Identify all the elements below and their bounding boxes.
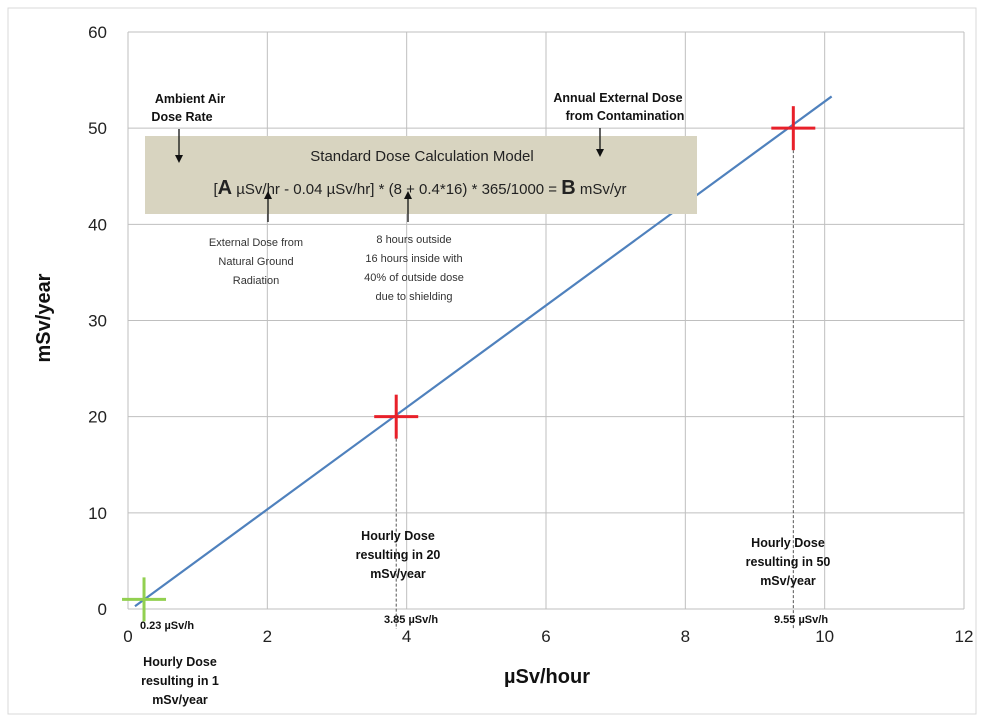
x-tick-label: 12 <box>955 627 974 646</box>
marker-1-value: 0.23 µSv/h <box>140 620 194 632</box>
marker-1-caption-line-1: Hourly Dose <box>143 655 217 669</box>
annotation-annual-line-2: from Contamination <box>566 109 685 123</box>
x-tick-label: 10 <box>815 627 834 646</box>
formula-variable-a: A <box>218 177 232 199</box>
model-formula: [A µSv/hr - 0.04 µSv/hr] * (8 + 0.4*16) … <box>213 177 626 199</box>
markers <box>122 106 816 622</box>
formula-part-end: mSv/yr <box>576 181 627 198</box>
marker-3-caption-line-3: mSv/year <box>760 574 816 588</box>
formula-part-middle: µSv/hr - 0.04 µSv/hr] * (8 + 0.4*16) * 3… <box>232 181 561 198</box>
annotation-external-line-1: External Dose from <box>209 237 303 249</box>
series-line <box>134 95 833 608</box>
marker-2-caption-line-2: resulting in 20 <box>356 548 441 562</box>
marker-2-caption-line-1: Hourly Dose <box>361 529 435 543</box>
annotation-external: External Dose from Natural Ground Radiat… <box>209 191 303 287</box>
annotation-external-arrowhead <box>264 191 272 199</box>
marker-caption-3: Hourly Dose resulting in 50 mSv/year 9.5… <box>746 536 831 626</box>
annotation-external-line-2: Natural Ground <box>218 256 293 268</box>
y-tick-label: 0 <box>98 600 107 619</box>
marker-2-caption-line-3: mSv/year <box>370 567 426 581</box>
model-title: Standard Dose Calculation Model <box>310 148 533 165</box>
formula-part-open: [ <box>213 181 218 198</box>
annotation-annual-line-1: Annual External Dose <box>553 91 682 105</box>
x-tick-label: 6 <box>541 627 550 646</box>
y-tick-label: 40 <box>88 215 107 234</box>
chart-frame <box>7 7 977 715</box>
x-tick-label: 4 <box>402 627 411 646</box>
y-tick-label: 20 <box>88 408 107 427</box>
annotation-ambient-arrowhead <box>175 155 183 163</box>
annotation-ambient-line-1: Ambient Air <box>155 92 226 106</box>
marker-2-value: 3.85 µSv/h <box>384 614 438 626</box>
y-tick-label: 30 <box>88 312 107 331</box>
annotation-hours-line-2: 16 hours inside with <box>365 253 462 265</box>
series <box>134 95 833 608</box>
annotation-ambient: Ambient Air Dose Rate <box>151 92 225 163</box>
annotation-hours-line-4: due to shielding <box>375 291 452 303</box>
marker-caption-2: Hourly Dose resulting in 20 mSv/year 3.8… <box>356 529 441 626</box>
x-tick-label: 8 <box>681 627 690 646</box>
annotation-hours: 8 hours outside 16 hours inside with 40%… <box>364 191 464 303</box>
formula-variable-b: B <box>561 177 575 199</box>
marker-1-caption-line-2: resulting in 1 <box>141 674 219 688</box>
guide-lines <box>395 150 794 629</box>
marker-3-value: 9.55 µSv/h <box>774 614 828 626</box>
marker-3-caption-line-1: Hourly Dose <box>751 536 825 550</box>
y-tick-label: 10 <box>88 504 107 523</box>
annotation-ambient-line-2: Dose Rate <box>151 110 212 124</box>
marker-3-caption-line-2: resulting in 50 <box>746 555 831 569</box>
y-axis-title: mSv/year <box>33 273 55 362</box>
y-tick-label: 50 <box>88 119 107 138</box>
model-box: Standard Dose Calculation Model [A µSv/h… <box>145 136 697 214</box>
tick-labels: 0 2 4 6 8 10 12 0 10 20 30 40 50 60 <box>88 23 973 646</box>
marker-1-caption-line-3: mSv/year <box>152 693 208 707</box>
annotation-annual: Annual External Dose from Contamination <box>553 91 684 157</box>
annotation-hours-line-1: 8 hours outside <box>376 234 451 246</box>
x-tick-label: 2 <box>263 627 272 646</box>
model-box-background <box>145 136 697 214</box>
annotation-hours-arrowhead <box>404 191 412 199</box>
marker-caption-1: 0.23 µSv/h Hourly Dose resulting in 1 mS… <box>140 620 219 707</box>
y-tick-label: 60 <box>88 23 107 42</box>
annotation-external-line-3: Radiation <box>233 275 279 287</box>
annotation-hours-line-3: 40% of outside dose <box>364 272 464 284</box>
annotation-annual-arrowhead <box>596 149 604 157</box>
grid <box>127 31 965 610</box>
x-tick-label: 0 <box>123 627 132 646</box>
x-axis-title: µSv/hour <box>504 666 590 688</box>
